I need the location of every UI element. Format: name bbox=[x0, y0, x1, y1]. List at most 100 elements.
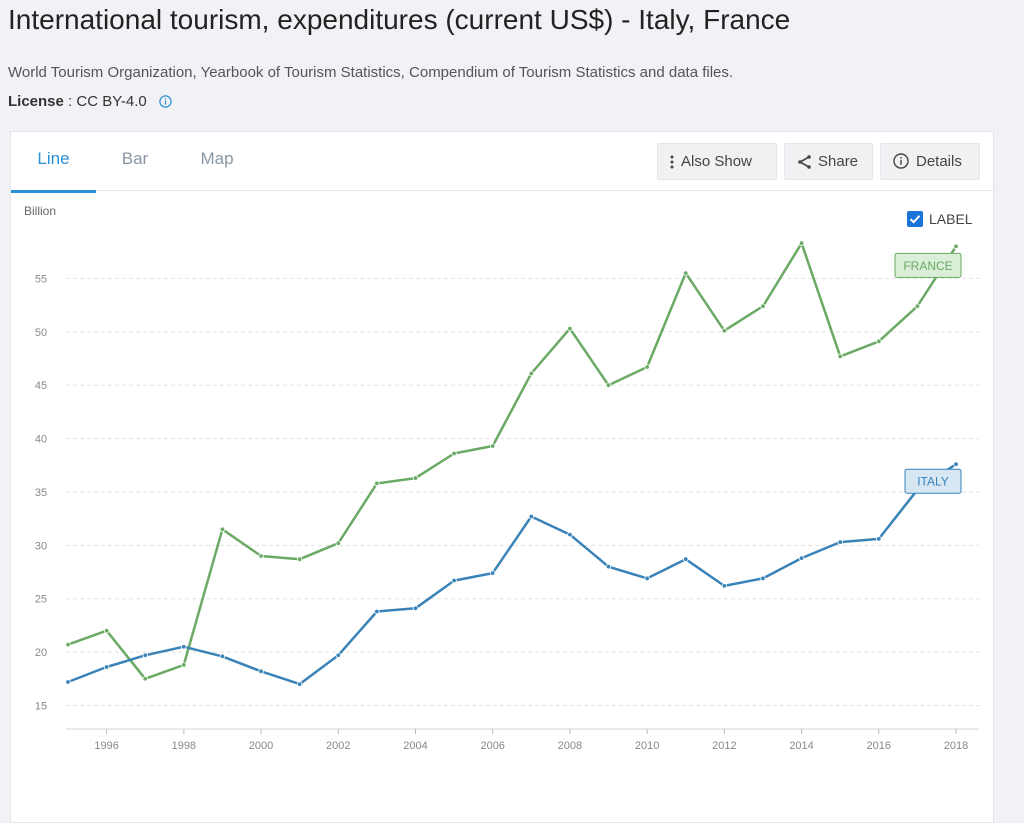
data-point-italy bbox=[760, 575, 766, 582]
y-tick-label: 40 bbox=[35, 434, 47, 446]
data-point-france bbox=[219, 526, 226, 533]
data-point-italy bbox=[412, 605, 419, 612]
license-value: CC BY-4.0 bbox=[76, 93, 147, 110]
data-point-italy bbox=[296, 681, 303, 687]
data-point-france bbox=[489, 443, 496, 449]
series-layer bbox=[65, 240, 959, 687]
info-icon[interactable] bbox=[159, 95, 172, 112]
x-tick-label: 2012 bbox=[712, 740, 736, 752]
data-point-italy bbox=[181, 644, 187, 650]
also-show-button[interactable]: Also Show bbox=[657, 143, 777, 180]
data-point-france bbox=[644, 364, 650, 370]
x-tick-label: 2016 bbox=[867, 740, 891, 752]
data-point-france bbox=[335, 540, 341, 546]
grid-layer bbox=[66, 277, 979, 730]
data-point-italy bbox=[142, 652, 148, 658]
share-button[interactable]: Share bbox=[784, 143, 873, 180]
label-toggle-text: LABEL bbox=[929, 211, 973, 227]
data-point-france bbox=[760, 303, 766, 309]
data-point-italy bbox=[103, 664, 110, 670]
tab-line[interactable]: Line bbox=[11, 132, 96, 193]
series-end-label-france: FRANCE bbox=[903, 259, 952, 273]
data-point-italy bbox=[258, 668, 264, 674]
data-point-italy bbox=[528, 513, 535, 520]
data-point-italy bbox=[644, 575, 650, 582]
y-tick-label: 15 bbox=[35, 700, 47, 712]
series-line-france bbox=[67, 241, 958, 681]
series-end-label-box-italy bbox=[904, 468, 962, 494]
data-point-france bbox=[528, 370, 535, 377]
check-icon bbox=[909, 215, 921, 224]
kebab-icon bbox=[670, 155, 674, 169]
data-point-italy bbox=[837, 539, 843, 545]
tab-bar[interactable]: Bar bbox=[121, 149, 149, 168]
data-point-france bbox=[605, 382, 612, 388]
data-point-france bbox=[65, 641, 71, 648]
data-point-italy bbox=[451, 577, 457, 584]
data-point-france bbox=[837, 353, 843, 360]
x-tick-label: 2010 bbox=[635, 740, 659, 752]
data-point-france bbox=[721, 328, 728, 334]
x-tick-label: 2006 bbox=[480, 740, 504, 752]
data-point-france bbox=[142, 676, 148, 682]
source-text: World Tourism Organization, Yearbook of … bbox=[8, 64, 734, 81]
data-point-italy bbox=[798, 555, 805, 561]
y-tick-label: 20 bbox=[35, 647, 47, 659]
x-tick-label: 2002 bbox=[326, 740, 350, 752]
data-point-italy bbox=[683, 556, 689, 562]
y-tick-label: 55 bbox=[35, 273, 47, 285]
data-point-france bbox=[374, 480, 380, 487]
x-tick-label: 2014 bbox=[789, 740, 813, 752]
data-point-italy bbox=[721, 583, 728, 589]
series-end-label-italy: ITALY bbox=[917, 475, 949, 489]
data-point-italy bbox=[219, 653, 226, 660]
data-point-italy bbox=[605, 563, 612, 570]
line-chart: Billion 15 20 25 30 35 40 45 50 55 1996 1998 2000 20… bbox=[24, 204, 979, 752]
x-tick-label: 2008 bbox=[558, 740, 582, 752]
info-circle-icon bbox=[893, 153, 909, 169]
series-line-italy bbox=[67, 463, 957, 686]
data-point-france bbox=[914, 303, 921, 309]
series-end-label-box-france bbox=[894, 252, 962, 278]
tab-map[interactable]: Map bbox=[200, 149, 234, 168]
label-toggle[interactable]: LABEL bbox=[907, 210, 973, 228]
license-separator: : bbox=[63, 93, 77, 110]
data-point-france bbox=[181, 662, 187, 668]
data-point-france bbox=[412, 475, 419, 481]
data-point-france bbox=[683, 270, 689, 276]
data-point-france bbox=[953, 243, 959, 250]
y-tick-label: 25 bbox=[35, 594, 47, 606]
chart-tabs: Line Bar Map Also Show Share Details bbox=[11, 132, 993, 193]
page-title: International tourism, expenditures (cur… bbox=[8, 4, 791, 35]
x-tick-label: 2018 bbox=[944, 740, 968, 752]
y-tick-label: 50 bbox=[35, 327, 47, 339]
data-point-italy bbox=[953, 461, 959, 467]
share-icon bbox=[798, 155, 811, 169]
details-label: Details bbox=[916, 153, 962, 170]
axis-layer: 15 20 25 30 35 40 45 50 55 1996 1998 2000 2002 2004 20… bbox=[35, 273, 968, 752]
data-point-italy bbox=[876, 536, 882, 542]
end-label-layer: FRANCE ITALY bbox=[894, 252, 962, 494]
data-point-france bbox=[258, 553, 264, 559]
data-point-france bbox=[567, 325, 573, 332]
license-label: License bbox=[8, 93, 64, 110]
label-checkbox[interactable] bbox=[907, 211, 923, 227]
data-point-france bbox=[876, 338, 882, 345]
details-button[interactable]: Details bbox=[880, 143, 980, 180]
data-point-italy bbox=[65, 679, 71, 685]
chart-card: Line Bar Map Also Show Share Details LAB… bbox=[10, 131, 994, 823]
data-point-france bbox=[451, 450, 457, 457]
x-tick-label: 2000 bbox=[249, 740, 273, 752]
data-point-france bbox=[103, 628, 110, 634]
data-point-france bbox=[296, 556, 303, 562]
data-point-italy bbox=[374, 608, 380, 615]
data-point-italy bbox=[489, 570, 496, 576]
x-tick-label: 1996 bbox=[94, 740, 118, 752]
data-point-italy bbox=[567, 531, 573, 538]
license-row: License : CC BY-4.0 bbox=[8, 93, 172, 112]
share-label: Share bbox=[818, 153, 859, 170]
data-point-italy bbox=[335, 652, 341, 658]
data-point-france bbox=[798, 240, 805, 246]
y-tick-label: 45 bbox=[35, 380, 47, 392]
y-tick-label: 30 bbox=[35, 540, 47, 552]
